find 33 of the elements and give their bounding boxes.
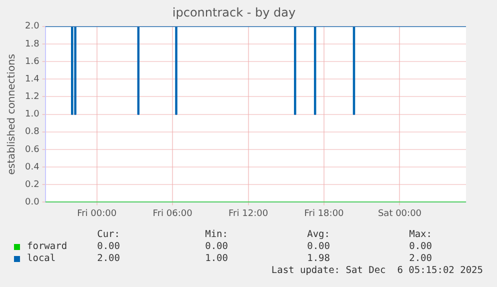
text: Avg:: [306, 229, 330, 240]
text: 2.00: [408, 253, 432, 264]
text: 0.00: [97, 241, 120, 252]
y-tick-label: 0.6: [24, 144, 40, 155]
text: Max:: [408, 229, 432, 240]
text: Cur:: [96, 229, 120, 240]
text: 2.00: [96, 253, 120, 264]
y-tick-label: 0.8: [24, 127, 40, 138]
text: Min:: [204, 229, 228, 240]
x-tick-label: Sat 00:00: [378, 208, 422, 219]
text: Last update: Sat Dec 6 05:15:02 2025: [271, 265, 483, 276]
legend-label: local: [27, 253, 56, 264]
y-axis-title: established connections: [6, 54, 18, 175]
y-tick-label: 1.4: [24, 74, 40, 84]
text: 1.00: [204, 253, 228, 264]
text: 1.98: [306, 253, 330, 264]
x-tick-label: Fri 00:00: [77, 208, 117, 219]
x-tick-label: Fri 18:00: [304, 208, 344, 219]
y-tick-label: 1.2: [24, 92, 40, 102]
y-tick-label: 1.8: [24, 39, 40, 50]
y-tick-label: 0.2: [24, 180, 40, 190]
x-tick-label: Fri 06:00: [152, 208, 193, 219]
chart-title: ipconntrack - by day: [172, 5, 296, 20]
y-tick-label: 1.6: [24, 56, 40, 67]
y-tick-label: 2.0: [24, 22, 40, 32]
x-tick-label: Fri 12:00: [228, 208, 268, 219]
text: 0.00: [204, 241, 228, 252]
text: 0.00: [306, 241, 330, 252]
y-tick-label: 0.0: [24, 198, 40, 208]
y-tick-label: 0.4: [24, 162, 40, 172]
legend-label: forward: [27, 241, 68, 252]
y-tick-label: 1.0: [24, 110, 40, 120]
text: 0.00: [408, 241, 432, 252]
